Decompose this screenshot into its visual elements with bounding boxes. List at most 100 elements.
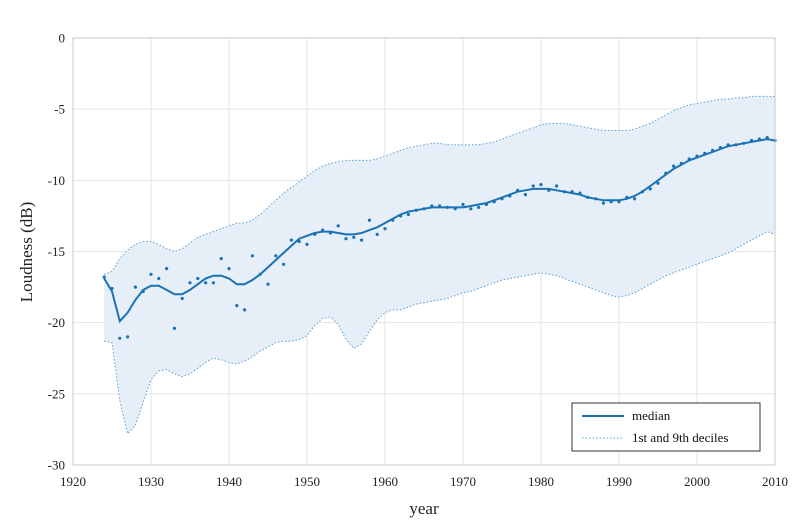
data-point <box>219 257 223 261</box>
data-point <box>438 204 442 208</box>
data-point <box>157 276 161 281</box>
y-tick-label: -25 <box>48 386 65 401</box>
x-axis: 1920 1930 1940 1950 1960 1970 1980 1990 2000 2010 <box>60 474 788 489</box>
data-point <box>211 281 215 285</box>
data-point <box>672 164 676 168</box>
data-point <box>625 195 629 199</box>
data-point <box>679 161 684 165</box>
data-point <box>297 239 301 244</box>
data-point <box>648 187 652 191</box>
legend-median-label: median <box>632 408 671 423</box>
data-point <box>609 200 613 204</box>
data-point <box>391 218 395 222</box>
data-point <box>601 201 606 205</box>
data-point <box>375 232 379 236</box>
data-point <box>734 143 738 147</box>
data-point <box>586 195 590 199</box>
data-point <box>718 146 723 150</box>
data-point <box>453 207 457 211</box>
x-tick-label: 1940 <box>216 474 242 489</box>
data-point <box>305 242 309 246</box>
data-point <box>547 188 551 192</box>
data-point <box>750 138 754 143</box>
data-point <box>531 184 535 188</box>
legend-deciles-label: 1st and 9th deciles <box>632 430 728 445</box>
x-tick-label: 1990 <box>606 474 632 489</box>
x-tick-label: 2000 <box>684 474 710 489</box>
data-points <box>102 136 777 340</box>
y-tick-label: 0 <box>59 31 66 46</box>
data-point <box>406 212 410 217</box>
data-point <box>617 200 621 204</box>
data-point <box>328 231 332 235</box>
data-point <box>539 183 543 187</box>
y-tick-label: -15 <box>48 244 65 259</box>
x-tick-label: 2010 <box>762 474 788 489</box>
data-point <box>336 224 340 228</box>
data-point <box>570 190 574 194</box>
data-point <box>258 272 262 276</box>
data-point <box>172 326 176 330</box>
y-axis: 0 -5 -10 -15 -20 -25 -30 <box>48 31 65 473</box>
data-point <box>367 218 371 222</box>
data-point <box>141 289 145 293</box>
data-point <box>227 267 231 271</box>
data-point <box>765 136 769 140</box>
data-point <box>578 191 582 195</box>
y-tick-label: -5 <box>54 102 65 117</box>
x-tick-label: 1930 <box>138 474 164 489</box>
x-tick-label: 1920 <box>60 474 86 489</box>
data-point <box>118 336 122 340</box>
data-point <box>430 204 434 208</box>
data-point <box>352 235 356 239</box>
data-point <box>477 205 481 209</box>
y-tick-label: -10 <box>48 173 65 188</box>
data-point <box>562 190 567 194</box>
data-point <box>461 202 465 207</box>
data-point <box>469 207 473 211</box>
data-point <box>133 285 137 289</box>
data-point <box>687 157 691 161</box>
data-point <box>656 181 660 185</box>
data-point <box>243 308 247 312</box>
data-point <box>383 227 387 231</box>
data-point <box>516 188 520 192</box>
data-point <box>188 281 192 285</box>
y-tick-label: -30 <box>48 458 65 473</box>
data-point <box>250 254 254 258</box>
data-point <box>282 262 286 266</box>
data-point <box>196 276 200 281</box>
x-tick-label: 1950 <box>294 474 320 489</box>
data-point <box>289 238 293 242</box>
data-point <box>664 171 668 175</box>
data-point <box>508 194 512 198</box>
data-point <box>500 197 504 201</box>
data-point <box>695 154 699 158</box>
data-point <box>757 137 762 141</box>
decile-band-fill <box>104 96 775 434</box>
lower-decile-line <box>104 231 776 435</box>
data-point <box>274 254 278 258</box>
data-point <box>703 151 707 155</box>
data-point <box>102 275 106 279</box>
y-tick-label: -20 <box>48 315 65 330</box>
data-point <box>360 238 364 242</box>
x-tick-label: 1960 <box>372 474 398 489</box>
data-point <box>165 267 169 271</box>
data-point <box>321 228 325 232</box>
data-point <box>742 141 746 145</box>
data-point <box>523 193 528 197</box>
data-point <box>110 286 114 291</box>
data-point <box>235 304 239 308</box>
data-point <box>711 148 715 152</box>
x-tick-label: 1980 <box>528 474 554 489</box>
data-point <box>344 237 348 241</box>
data-point <box>313 232 317 236</box>
data-point <box>180 296 184 301</box>
data-point <box>726 143 730 147</box>
data-point <box>633 197 637 201</box>
x-axis-label: year <box>409 499 439 518</box>
data-point <box>640 190 645 194</box>
x-tick-label: 1970 <box>450 474 476 489</box>
